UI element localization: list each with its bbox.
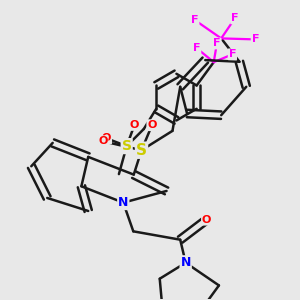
Text: S: S [136, 143, 147, 158]
Text: F: F [231, 14, 238, 23]
Text: O: O [98, 136, 107, 146]
Text: F: F [229, 50, 236, 59]
Text: O: O [147, 120, 157, 130]
Text: O: O [130, 120, 139, 130]
Text: O: O [102, 133, 111, 143]
Text: N: N [118, 196, 128, 209]
Text: F: F [213, 38, 220, 49]
Text: F: F [252, 34, 259, 44]
Text: S: S [122, 139, 132, 153]
Text: N: N [181, 256, 191, 269]
Text: O: O [202, 215, 211, 225]
Text: F: F [193, 43, 200, 53]
Text: F: F [191, 15, 199, 25]
